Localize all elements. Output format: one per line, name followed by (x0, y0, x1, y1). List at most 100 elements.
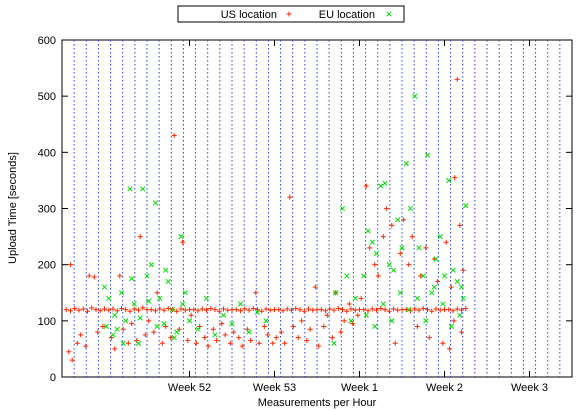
us-point (287, 194, 293, 200)
us-point (312, 284, 318, 290)
us-point (225, 307, 231, 313)
us-point (448, 284, 454, 290)
us-point (221, 306, 226, 312)
us-point (331, 307, 337, 313)
eu-point (140, 186, 146, 192)
us-point (131, 306, 137, 312)
us-point (261, 323, 267, 329)
us-point (418, 273, 424, 279)
eu-point (352, 295, 358, 302)
us-point (318, 307, 324, 313)
us-point (341, 318, 347, 324)
eu-point (446, 177, 452, 184)
us-point (248, 337, 254, 343)
x-tick-label: Week 1 (341, 382, 378, 394)
us-point (459, 307, 464, 313)
us-point (193, 340, 199, 346)
legend-marker-eu-glyph (386, 11, 392, 17)
eu-point (448, 323, 454, 330)
us-point (392, 340, 398, 346)
us-point (443, 239, 449, 245)
us-point (301, 308, 307, 314)
eu-point (146, 298, 152, 304)
us-point (136, 307, 141, 313)
us-point (270, 340, 276, 346)
eu-point (169, 306, 176, 313)
us-point (389, 222, 395, 228)
us-point (219, 321, 225, 327)
us-point (123, 307, 129, 313)
us-point (205, 343, 211, 349)
us-point (233, 307, 239, 313)
eu-point (154, 323, 160, 330)
us-point (284, 306, 290, 312)
series-eu (101, 93, 469, 346)
us-point (161, 307, 167, 313)
us-point (63, 307, 69, 313)
us-point (272, 307, 277, 313)
us-point (289, 307, 294, 313)
us-point (182, 307, 188, 313)
us-point (74, 340, 80, 346)
us-point (321, 323, 327, 329)
us-point (344, 308, 350, 314)
eu-point (120, 340, 126, 346)
y-tick-label: 200 (38, 260, 56, 272)
us-point (106, 307, 112, 313)
eu-point (127, 186, 133, 192)
us-point (358, 295, 364, 301)
us-point (267, 307, 273, 313)
eu-point (246, 329, 252, 335)
eu-point (382, 180, 388, 186)
eu-point (180, 301, 186, 307)
us-point (310, 307, 316, 313)
eu-point (441, 273, 448, 279)
us-point (142, 332, 148, 338)
legend-marker-eu (386, 11, 392, 17)
us-point (112, 346, 118, 352)
us-point (227, 340, 233, 346)
us-point (380, 234, 386, 240)
us-point (91, 274, 97, 280)
y-tick-label: 600 (38, 35, 56, 47)
us-point (117, 273, 123, 279)
eu-point (348, 318, 354, 324)
us-point (165, 305, 171, 311)
eu-point (403, 160, 409, 167)
x-tick-label: Week 53 (253, 382, 296, 394)
us-point (66, 349, 72, 355)
eu-point (386, 262, 392, 268)
us-point (340, 307, 345, 313)
legend-label-us: US location (221, 9, 277, 21)
eu-point (174, 329, 180, 335)
us-point (384, 206, 390, 211)
eu-point (406, 306, 412, 313)
us-point (329, 335, 335, 341)
us-point (180, 239, 186, 245)
us-point (238, 308, 243, 314)
eu-point (106, 295, 112, 302)
eu-point (131, 301, 137, 307)
us-point (265, 332, 271, 338)
eu-point (365, 228, 371, 234)
eu-point (363, 312, 369, 318)
eu-point (457, 312, 463, 318)
us-point (146, 318, 152, 324)
us-point (426, 335, 432, 341)
us-point (297, 307, 303, 313)
us-point (97, 308, 103, 314)
us-point (435, 279, 441, 285)
us-point (188, 312, 194, 318)
us-point (255, 307, 260, 313)
us-point (361, 307, 367, 313)
us-point (89, 305, 95, 311)
us-point (236, 335, 242, 341)
legend-marker-us (286, 11, 292, 17)
us-point (397, 250, 403, 256)
us-point (386, 308, 392, 314)
us-point (338, 329, 344, 335)
us-point (127, 308, 133, 314)
eu-point (380, 301, 386, 307)
us-point (323, 308, 328, 314)
x-axis: Week 52 Week 53 Week 1 Week 2 Week 3 (168, 40, 548, 394)
